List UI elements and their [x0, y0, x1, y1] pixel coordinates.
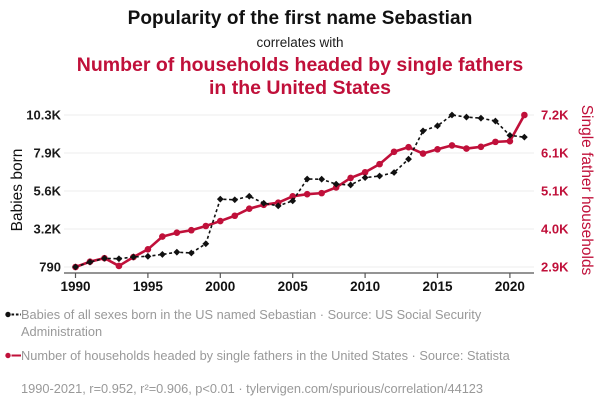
legend-label-sebastian: Babies of all sexes born in the US named…: [21, 307, 482, 340]
right-tick-label: 2.9K: [541, 260, 569, 275]
x-axis: 1990 1995 2000 2005 2010 2015 2020: [60, 272, 534, 294]
red-solid-series-icon: [5, 352, 21, 359]
legend-label-single-fathers: Number of households headed by single fa…: [21, 348, 510, 364]
legend-item-sebastian: Babies of all sexes born in the US named…: [5, 306, 580, 340]
left-tick-label: 5.6K: [34, 184, 62, 199]
right-tick-label: 6.1K: [541, 146, 569, 161]
series-sebastian-babies: [72, 111, 528, 271]
left-tick-label: 3.2K: [34, 222, 62, 237]
page-title: Popularity of the first name Sebastian: [127, 8, 473, 29]
x-tick-label: 2015: [422, 279, 453, 294]
x-tick-label: 1995: [133, 279, 164, 294]
x-tick-label: 2005: [278, 279, 309, 294]
stats-and-source-line: 1990-2021, r=0.952, r²=0.906, p<0.01 · t…: [21, 381, 484, 396]
x-tick-label: 1990: [60, 279, 90, 294]
x-tick-label: 2020: [495, 279, 525, 294]
right-tick-label: 4.0K: [541, 222, 569, 237]
right-tick-label: 5.1K: [541, 184, 569, 199]
left-tick-label: 10.3K: [26, 108, 61, 123]
black-dashed-series-icon: [5, 311, 21, 318]
right-tick-label: 7.2K: [541, 108, 569, 123]
right-axis-ticks: 2.9K 4.0K 5.1K 6.1K 7.2K: [541, 108, 569, 275]
legend-item-single-fathers: Number of households headed by single fa…: [5, 347, 580, 364]
correlates-with-label: correlates with: [256, 35, 344, 50]
left-tick-label: 7.9K: [34, 146, 62, 161]
correlation-line-chart: 1990 1995 2000 2005 2010 2015 20207903.2K5.6K7…: [26, 108, 569, 295]
header: Popularity of the first name Sebastian c…: [0, 0, 600, 100]
x-tick-label: 2000: [205, 279, 235, 294]
left-axis-ticks: 790 3.2K 5.6K 7.9K 10.3K: [26, 108, 61, 275]
x-tick-label: 2010: [350, 279, 380, 294]
correlated-variable-title: Number of households headed by single fa…: [76, 54, 524, 99]
left-tick-label: 790: [39, 260, 61, 275]
legend: Babies of all sexes born in the US named…: [5, 306, 580, 371]
